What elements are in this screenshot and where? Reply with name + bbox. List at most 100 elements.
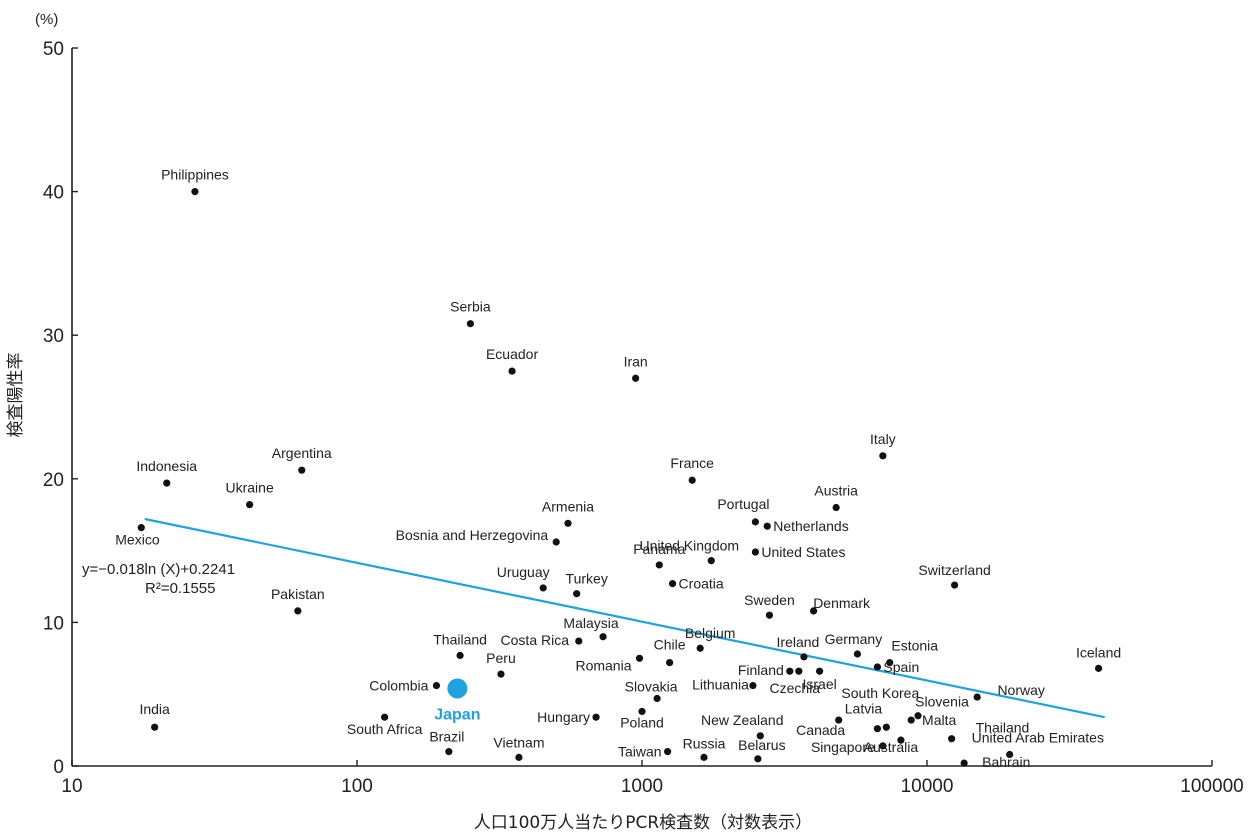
data-point bbox=[948, 735, 956, 743]
y-tick-label: 40 bbox=[43, 183, 64, 204]
point-label: Slovakia bbox=[625, 679, 678, 695]
data-point bbox=[707, 557, 715, 565]
data-point bbox=[573, 590, 581, 598]
data-point bbox=[800, 653, 808, 661]
point-label: Vietnam bbox=[493, 734, 544, 750]
y-axis-label: 検査陽性率 bbox=[6, 353, 26, 438]
x-tick-label: 10000 bbox=[901, 776, 954, 797]
data-point bbox=[653, 694, 661, 703]
point-label: Ireland bbox=[777, 634, 820, 650]
data-point bbox=[907, 716, 915, 724]
data-point bbox=[886, 659, 894, 667]
data-point bbox=[592, 713, 600, 721]
data-point bbox=[137, 524, 145, 532]
data-point bbox=[700, 753, 708, 761]
data-point bbox=[655, 561, 663, 569]
point-label: Argentina bbox=[272, 445, 332, 461]
point-label: Portugal bbox=[717, 496, 769, 512]
point-label: Singapore bbox=[811, 739, 875, 755]
point-label: Philippines bbox=[161, 167, 229, 183]
point-label: Canada bbox=[796, 722, 845, 738]
point-label: Israel bbox=[803, 676, 837, 692]
point-label: Indonesia bbox=[136, 458, 197, 474]
point-label: United Kingdom bbox=[639, 538, 739, 554]
point-label: Brazil bbox=[429, 729, 464, 745]
data-points bbox=[137, 188, 1103, 767]
point-label: Austria bbox=[814, 483, 858, 499]
point-label: Ukraine bbox=[226, 480, 274, 496]
data-point bbox=[914, 712, 922, 720]
data-point bbox=[756, 732, 764, 740]
data-point bbox=[445, 748, 453, 756]
data-point bbox=[897, 736, 905, 744]
point-label: Estonia bbox=[891, 638, 938, 654]
data-point bbox=[1006, 750, 1014, 759]
point-label: Lithuania bbox=[692, 677, 749, 693]
data-point bbox=[973, 693, 981, 701]
point-label: Latvia bbox=[845, 701, 883, 717]
x-tick-label: 1000 bbox=[621, 776, 663, 797]
data-point bbox=[882, 723, 890, 731]
data-point bbox=[599, 633, 607, 641]
point-label: Ecuador bbox=[486, 346, 538, 362]
point-label: Peru bbox=[486, 650, 516, 666]
data-point bbox=[664, 748, 672, 756]
y-tick-label: 10 bbox=[43, 613, 64, 634]
data-point bbox=[1094, 664, 1103, 672]
point-label: Denmark bbox=[813, 595, 871, 611]
point-label: United Arab Emirates bbox=[972, 730, 1104, 746]
point-label: Slovenia bbox=[915, 694, 969, 710]
point-label: Hungary bbox=[537, 709, 590, 725]
data-point bbox=[809, 607, 818, 615]
point-label-japan: Japan bbox=[434, 706, 480, 723]
point-label: Uruguay bbox=[497, 564, 550, 580]
point-label: Turkey bbox=[566, 571, 608, 587]
data-point bbox=[696, 644, 704, 652]
point-label: Russia bbox=[683, 735, 726, 751]
point-label: Pakistan bbox=[271, 586, 325, 602]
point-label: South Korea bbox=[841, 685, 919, 701]
data-point bbox=[853, 650, 862, 658]
data-point bbox=[763, 522, 771, 530]
point-label: United States bbox=[761, 544, 845, 560]
point-label: Australia bbox=[864, 739, 919, 755]
data-point bbox=[751, 548, 760, 556]
point-label: Belgium bbox=[685, 625, 736, 641]
y-tick-label: 20 bbox=[43, 470, 64, 491]
point-label: Bosnia and Herzegovina bbox=[396, 527, 549, 543]
data-point bbox=[765, 611, 774, 619]
x-tick-label: 100 bbox=[341, 776, 373, 797]
data-point bbox=[456, 651, 464, 660]
point-label: Italy bbox=[870, 431, 896, 447]
axes bbox=[71, 47, 1213, 767]
trend-line bbox=[144, 517, 1105, 719]
data-point bbox=[466, 320, 475, 328]
data-point bbox=[754, 755, 762, 763]
data-point bbox=[432, 681, 441, 690]
data-point bbox=[668, 580, 677, 588]
point-label: Serbia bbox=[450, 299, 491, 315]
x-axis-label: 人口100万人当たりPCR検査数（対数表示） bbox=[474, 813, 812, 833]
data-point bbox=[508, 367, 516, 375]
data-point bbox=[835, 716, 843, 724]
point-label: Sweden bbox=[744, 592, 795, 608]
data-point bbox=[951, 581, 959, 589]
point-label: Croatia bbox=[679, 576, 724, 592]
data-point bbox=[816, 667, 824, 675]
data-point bbox=[749, 681, 757, 690]
trend-equation: y=−0.018ln (X)+0.2241 bbox=[82, 561, 235, 578]
data-point bbox=[539, 584, 547, 592]
data-point-japan bbox=[447, 678, 468, 699]
data-point bbox=[381, 713, 389, 721]
point-label: Iceland bbox=[1076, 644, 1121, 660]
trend-r2: R²=0.1555 bbox=[145, 580, 215, 597]
y-tick-label: 0 bbox=[53, 757, 64, 778]
data-point bbox=[632, 374, 640, 382]
data-point bbox=[298, 466, 306, 474]
data-point bbox=[635, 654, 644, 662]
data-point bbox=[666, 659, 674, 667]
point-label: Malaysia bbox=[563, 615, 618, 631]
point-label: Czechia bbox=[770, 680, 821, 696]
point-labels: Philippines Serbia Ecuador Iran Indonesia Arg… bbox=[115, 167, 1121, 771]
